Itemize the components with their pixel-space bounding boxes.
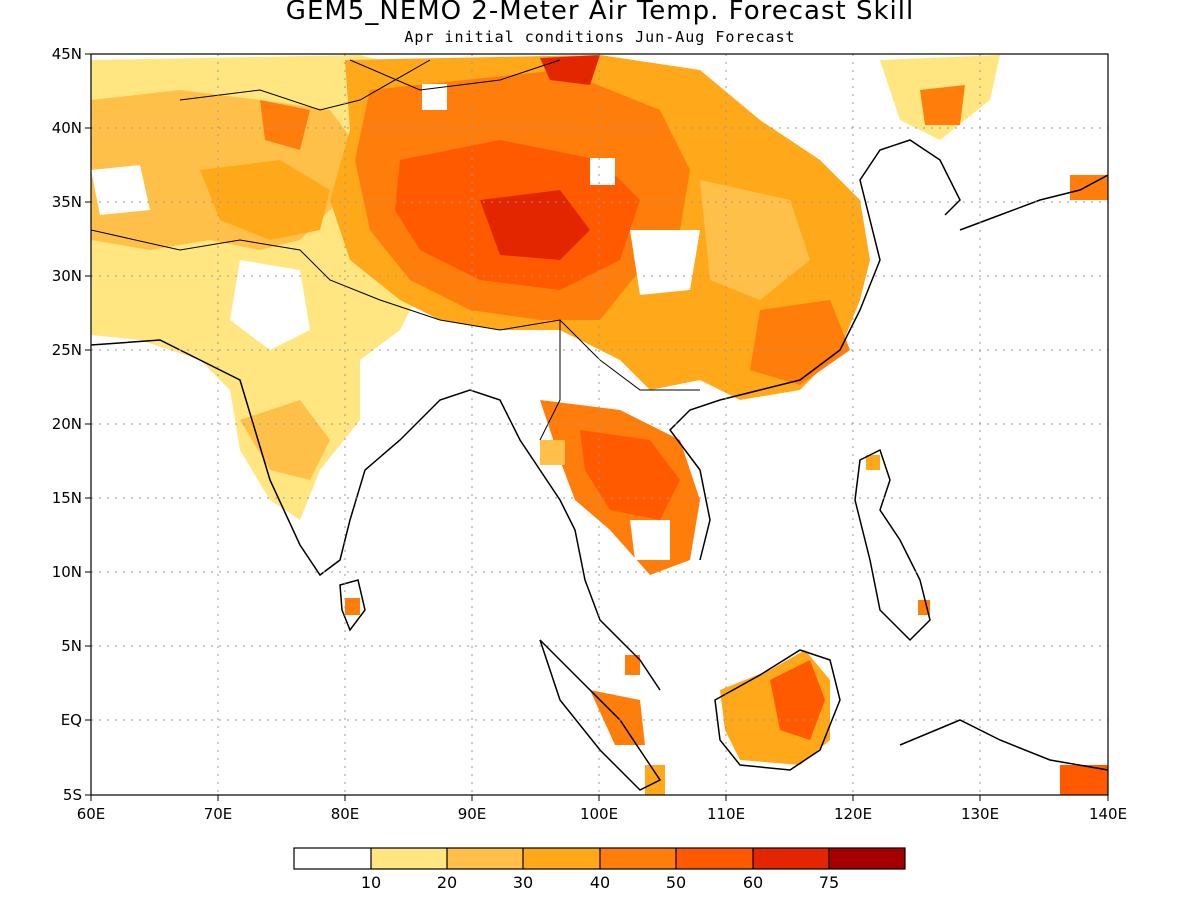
colorbar-label: 10 bbox=[361, 873, 381, 892]
y-tick-label: 25N bbox=[52, 341, 82, 359]
y-tick-label: 15N bbox=[52, 489, 82, 507]
map-gridlines bbox=[91, 54, 1108, 795]
x-axis: 60E 70E 80E 90E 100E 110E 120E 130E 140E bbox=[77, 795, 1127, 823]
x-tick-label: 70E bbox=[204, 805, 233, 823]
y-tick-label: 20N bbox=[52, 415, 82, 433]
y-axis: 45N 40N 35N 30N 25N 20N 15N 10N 5N EQ 5S bbox=[52, 45, 91, 804]
x-tick-label: 130E bbox=[961, 805, 999, 823]
colorbar-label: 75 bbox=[819, 873, 839, 892]
y-tick-label: 10N bbox=[52, 563, 82, 581]
colorbar-swatch bbox=[829, 848, 905, 869]
y-tick-label: EQ bbox=[61, 711, 82, 729]
colorbar-swatch bbox=[676, 848, 753, 869]
y-tick-label: 40N bbox=[52, 119, 82, 137]
colorbar-swatch bbox=[447, 848, 523, 869]
x-tick-label: 60E bbox=[77, 805, 106, 823]
colorbar-label: 30 bbox=[513, 873, 533, 892]
colorbar-swatch bbox=[600, 848, 676, 869]
x-tick-label: 100E bbox=[580, 805, 618, 823]
colorbar-swatch bbox=[294, 848, 371, 869]
colorbar-label: 60 bbox=[743, 873, 763, 892]
colorbar-label: 50 bbox=[666, 873, 686, 892]
colorbar-swatch bbox=[523, 848, 600, 869]
colorbar-swatch bbox=[371, 848, 447, 869]
map-title: GEM5_NEMO 2-Meter Air Temp. Forecast Ski… bbox=[285, 0, 915, 26]
colorbar: 10 20 30 40 50 60 75 bbox=[293, 847, 906, 892]
x-tick-label: 140E bbox=[1089, 805, 1127, 823]
x-tick-label: 120E bbox=[834, 805, 872, 823]
colorbar-swatch bbox=[753, 848, 829, 869]
x-tick-label: 90E bbox=[458, 805, 487, 823]
y-tick-label: 5N bbox=[61, 637, 82, 655]
x-tick-label: 80E bbox=[331, 805, 360, 823]
y-tick-label: 5S bbox=[63, 786, 82, 804]
coastline bbox=[91, 139, 1108, 791]
y-tick-label: 35N bbox=[52, 193, 82, 211]
country-borders bbox=[91, 59, 700, 441]
colorbar-label: 40 bbox=[590, 873, 610, 892]
y-tick-label: 30N bbox=[52, 267, 82, 285]
map-subtitle: Apr initial conditions Jun-Aug Forecast bbox=[404, 28, 796, 46]
colorbar-label: 20 bbox=[437, 873, 457, 892]
y-tick-label: 45N bbox=[52, 45, 82, 63]
x-tick-label: 110E bbox=[707, 805, 745, 823]
